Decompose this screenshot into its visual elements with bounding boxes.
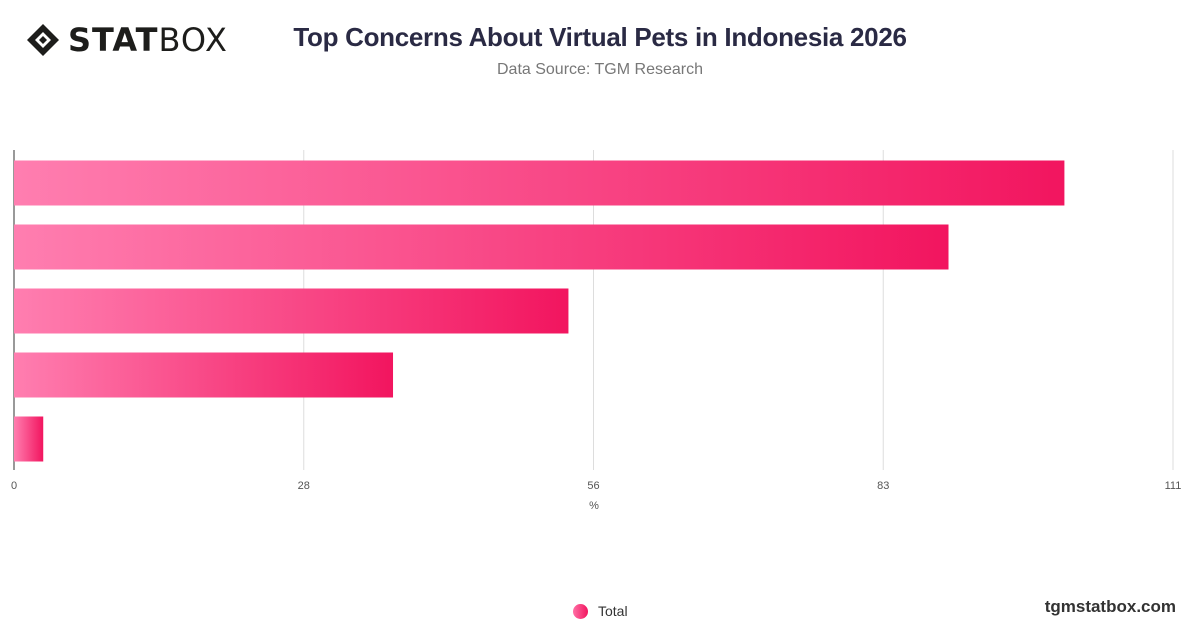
- bar[interactable]: [14, 416, 44, 462]
- bar[interactable]: [14, 160, 1065, 206]
- legend[interactable]: Total: [573, 602, 628, 620]
- chart-title: Top Concerns About Virtual Pets in Indon…: [293, 22, 907, 52]
- logo-text-light: BOX: [158, 21, 228, 59]
- chart-subtitle: Data Source: TGM Research: [496, 61, 703, 78]
- footer-site: tgmstatbox.com: [1044, 597, 1176, 616]
- x-tick-label: 28: [298, 480, 310, 492]
- legend-marker: [573, 603, 588, 619]
- logo-text-bold: STAT: [68, 21, 159, 59]
- x-tick-label: 83: [877, 480, 889, 492]
- bar[interactable]: [14, 352, 394, 398]
- statbox-diamond-icon: [27, 24, 59, 56]
- bar[interactable]: [14, 224, 949, 270]
- x-tick-label: 56: [587, 480, 599, 492]
- statbox-logo: STATBOX: [26, 22, 228, 58]
- x-tick-label: 0: [11, 480, 17, 492]
- bar[interactable]: [14, 288, 569, 334]
- x-axis-label: %: [589, 500, 599, 512]
- legend-label-total: Total: [598, 603, 628, 619]
- logo-wordmark: STATBOX: [68, 22, 228, 58]
- x-tick-label: 111: [1165, 480, 1182, 492]
